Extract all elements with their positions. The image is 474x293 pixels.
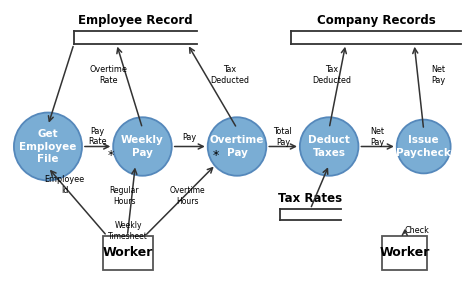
Text: *: *	[107, 149, 113, 162]
Text: Weekly
Timesheet: Weekly Timesheet	[109, 222, 148, 241]
Text: Net
Pay: Net Pay	[431, 65, 445, 85]
Text: Overtime
Pay: Overtime Pay	[210, 135, 264, 158]
Text: Overtime
Hours: Overtime Hours	[170, 186, 205, 206]
Text: Worker: Worker	[380, 246, 430, 259]
Ellipse shape	[14, 113, 82, 180]
Text: Tax Rates: Tax Rates	[278, 192, 342, 205]
FancyBboxPatch shape	[103, 236, 153, 270]
Text: Pay: Pay	[182, 133, 197, 142]
Text: Get
Employee
File: Get Employee File	[19, 129, 77, 164]
Text: Weekly
Pay: Weekly Pay	[121, 135, 164, 158]
Text: Employee Record: Employee Record	[78, 14, 193, 27]
Ellipse shape	[113, 117, 172, 176]
Text: Pay
Rate: Pay Rate	[88, 127, 107, 146]
Text: Overtime
Rate: Overtime Rate	[90, 65, 128, 85]
Text: Check: Check	[404, 226, 429, 235]
Text: Company Records: Company Records	[317, 14, 436, 27]
Text: Deduct
Taxes: Deduct Taxes	[308, 135, 350, 158]
Text: Total
Pay: Total Pay	[273, 127, 292, 147]
Text: Employee
Id: Employee Id	[45, 175, 84, 195]
FancyBboxPatch shape	[383, 236, 427, 270]
Text: Issue
Paycheck: Issue Paycheck	[396, 135, 451, 158]
Text: Tax
Deducted: Tax Deducted	[210, 65, 249, 85]
Text: Net
Pay: Net Pay	[370, 127, 384, 147]
Ellipse shape	[300, 117, 358, 176]
Text: Regular
Hours: Regular Hours	[109, 186, 139, 206]
Text: Tax
Deducted: Tax Deducted	[312, 65, 351, 85]
Text: Worker: Worker	[103, 246, 154, 259]
Ellipse shape	[208, 117, 266, 176]
Text: *: *	[213, 149, 219, 162]
Ellipse shape	[397, 120, 451, 173]
